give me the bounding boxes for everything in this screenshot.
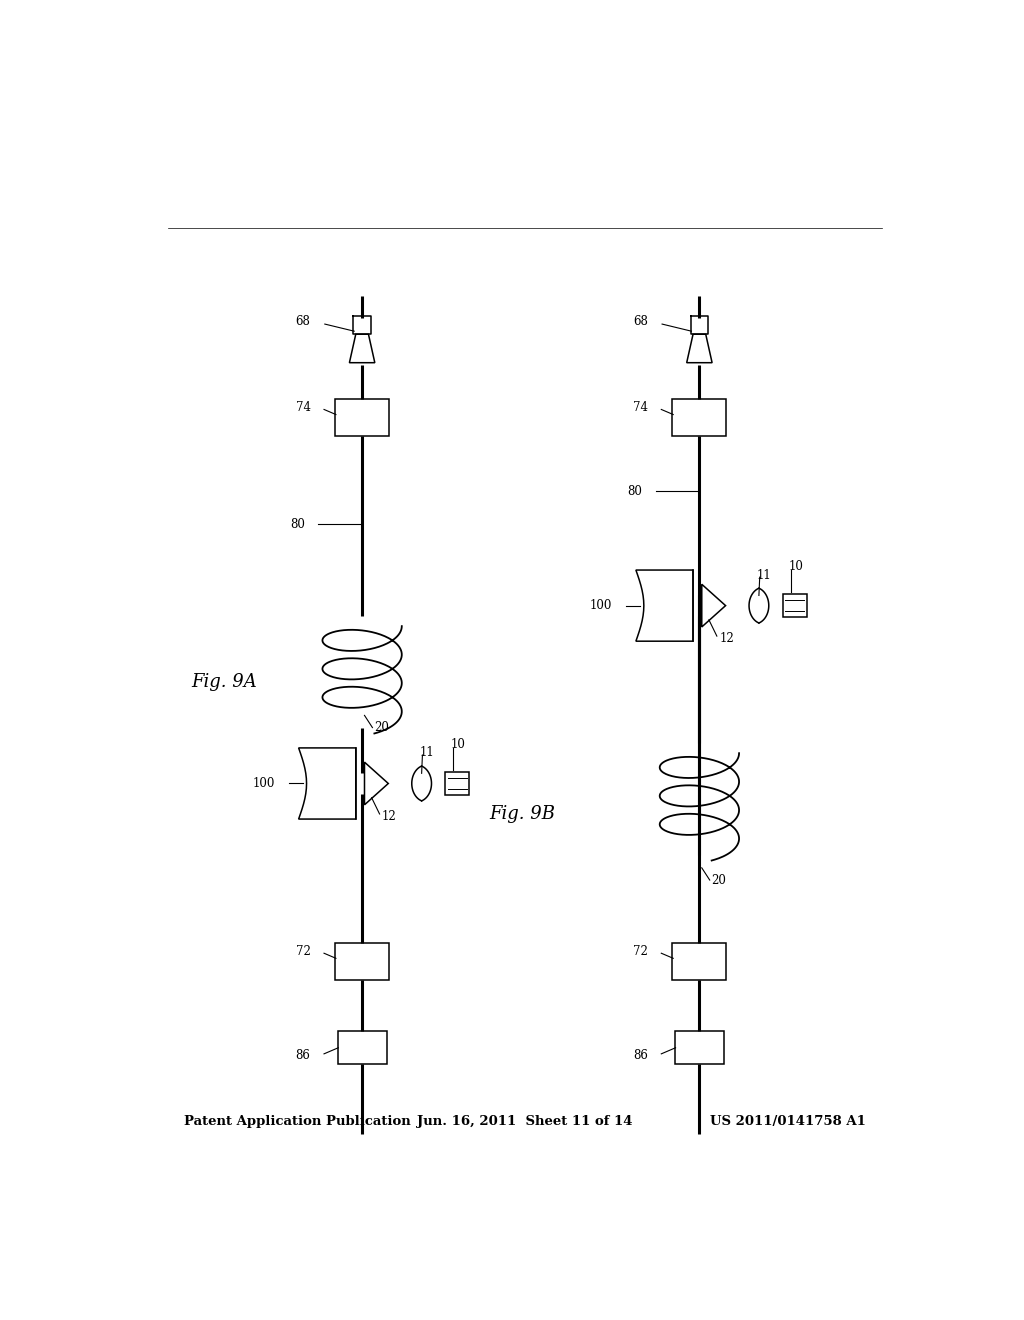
Text: 20: 20 bbox=[712, 874, 726, 887]
Text: 20: 20 bbox=[374, 721, 389, 734]
Polygon shape bbox=[349, 334, 375, 363]
Text: 68: 68 bbox=[633, 314, 648, 327]
Text: 11: 11 bbox=[419, 747, 434, 759]
Polygon shape bbox=[687, 334, 712, 363]
Text: 11: 11 bbox=[757, 569, 771, 582]
Polygon shape bbox=[701, 585, 726, 627]
Text: 80: 80 bbox=[628, 484, 642, 498]
Bar bbox=[782, 594, 807, 616]
Text: 100: 100 bbox=[590, 599, 612, 612]
Text: 12: 12 bbox=[382, 809, 396, 822]
Bar bbox=[338, 1031, 387, 1064]
Polygon shape bbox=[299, 748, 355, 818]
Text: 80: 80 bbox=[290, 517, 305, 531]
Bar bbox=[673, 942, 726, 979]
Text: 10: 10 bbox=[451, 738, 466, 751]
Text: 86: 86 bbox=[296, 1049, 310, 1063]
Text: US 2011/0141758 A1: US 2011/0141758 A1 bbox=[711, 1115, 866, 1129]
Text: 72: 72 bbox=[296, 945, 310, 958]
Text: 74: 74 bbox=[296, 401, 310, 414]
Text: 10: 10 bbox=[788, 561, 803, 573]
Bar bbox=[335, 942, 389, 979]
Text: 86: 86 bbox=[633, 1049, 648, 1063]
Text: Jun. 16, 2011  Sheet 11 of 14: Jun. 16, 2011 Sheet 11 of 14 bbox=[417, 1115, 633, 1129]
Bar bbox=[675, 1031, 724, 1064]
Text: 100: 100 bbox=[253, 777, 274, 789]
Text: 12: 12 bbox=[719, 632, 734, 644]
Bar bbox=[335, 399, 389, 436]
Polygon shape bbox=[365, 762, 388, 805]
Text: Fig. 9A: Fig. 9A bbox=[191, 673, 257, 690]
Text: 72: 72 bbox=[633, 945, 648, 958]
Bar bbox=[673, 399, 726, 436]
Bar bbox=[445, 772, 469, 795]
Text: 68: 68 bbox=[296, 314, 310, 327]
Polygon shape bbox=[636, 570, 693, 642]
Text: 74: 74 bbox=[633, 401, 648, 414]
Text: Patent Application Publication: Patent Application Publication bbox=[183, 1115, 411, 1129]
Text: Fig. 9B: Fig. 9B bbox=[489, 805, 555, 822]
